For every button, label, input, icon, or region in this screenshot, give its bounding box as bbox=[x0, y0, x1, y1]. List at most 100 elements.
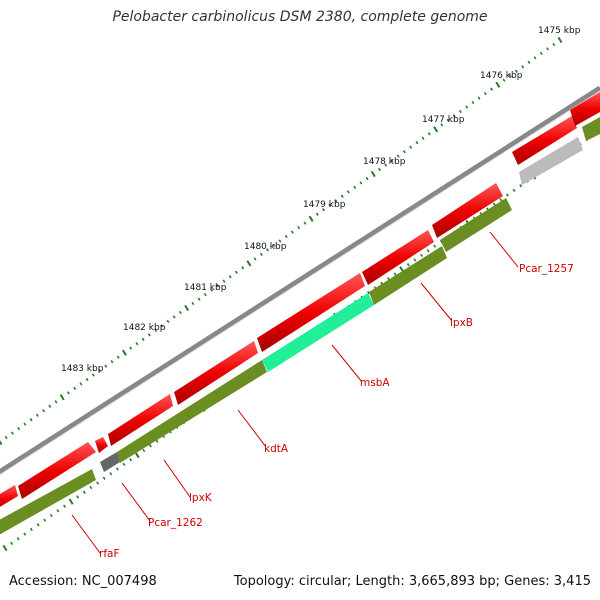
tick-label: 1481 kbp bbox=[184, 283, 227, 293]
gene-green-1[interactable] bbox=[0, 469, 96, 540]
gene-green-4[interactable] bbox=[440, 198, 512, 252]
tick-mark bbox=[160, 324, 164, 328]
tick-label: 1476 kbp bbox=[480, 71, 523, 81]
tick-label: 1482 kbp bbox=[123, 323, 166, 333]
gene-green-2[interactable] bbox=[117, 360, 267, 463]
tick-mark bbox=[359, 181, 363, 185]
tick-mark bbox=[16, 537, 20, 541]
gene-red-7[interactable] bbox=[362, 230, 434, 285]
gene-label[interactable]: Pcar_1262 bbox=[148, 517, 203, 529]
tick-mark bbox=[490, 87, 494, 91]
tick-mark bbox=[10, 541, 14, 546]
tick-mark bbox=[421, 136, 425, 140]
tick-mark bbox=[495, 81, 501, 88]
tick-mark bbox=[533, 56, 537, 60]
tick-label: 1477 kbp bbox=[422, 115, 465, 125]
tick-mark bbox=[73, 386, 77, 391]
outer-tick-dots bbox=[0, 36, 563, 446]
tick-mark bbox=[308, 215, 314, 222]
gene-label[interactable]: Pcar_1257 bbox=[519, 263, 574, 275]
tick-mark bbox=[386, 276, 390, 281]
gene-red-6[interactable] bbox=[257, 273, 365, 352]
tick-label: 1479 kbp bbox=[303, 200, 346, 210]
tick-label: 1478 kbp bbox=[363, 157, 406, 167]
gene-gray-1[interactable] bbox=[519, 137, 583, 185]
tick-mark bbox=[303, 221, 307, 225]
tick-mark bbox=[420, 253, 423, 258]
gene-label[interactable]: kdtA bbox=[264, 443, 289, 455]
tick-mark bbox=[290, 230, 294, 234]
tick-mark bbox=[48, 404, 52, 408]
tick-mark bbox=[96, 481, 100, 485]
forward-strand bbox=[0, 92, 600, 513]
tick-mark bbox=[272, 243, 276, 248]
tick-mark bbox=[328, 203, 332, 207]
tick-mark bbox=[109, 472, 113, 476]
tick-mark bbox=[502, 78, 506, 82]
tick-mark bbox=[477, 96, 481, 100]
tick-mark bbox=[409, 145, 413, 149]
tick-mark bbox=[413, 258, 417, 262]
tick-mark bbox=[82, 490, 86, 494]
tick-mark bbox=[63, 504, 66, 508]
gene-red-5[interactable] bbox=[174, 341, 258, 405]
tick-mark bbox=[378, 167, 382, 172]
tick-mark bbox=[367, 290, 371, 295]
gene-red-1[interactable] bbox=[0, 485, 18, 513]
gene-gray-small[interactable] bbox=[100, 452, 120, 472]
gene-label[interactable]: lpxB bbox=[450, 317, 473, 329]
tick-mark bbox=[452, 114, 456, 118]
tick-mark bbox=[465, 105, 469, 109]
tick-mark bbox=[440, 123, 444, 127]
tick-mark bbox=[365, 176, 369, 181]
gene-red-4[interactable] bbox=[108, 394, 173, 446]
tick-mark bbox=[29, 527, 33, 532]
gene-label[interactable]: msbA bbox=[360, 377, 390, 389]
genome-backbone bbox=[0, 85, 600, 475]
tick-mark bbox=[427, 132, 431, 136]
tick-mark bbox=[433, 126, 439, 133]
tick-mark bbox=[426, 249, 430, 253]
gene-red-8[interactable] bbox=[432, 183, 503, 238]
tick-mark bbox=[514, 69, 518, 73]
tick-mark bbox=[519, 184, 523, 188]
gene-label[interactable]: rfaF bbox=[99, 548, 120, 560]
tick-mark bbox=[10, 431, 14, 435]
gene-red-2[interactable] bbox=[18, 442, 96, 499]
tick-mark bbox=[91, 373, 95, 377]
gene-highlight-msbA[interactable] bbox=[262, 293, 374, 372]
gene-red-3[interactable] bbox=[95, 437, 108, 453]
tick-mark bbox=[370, 170, 376, 178]
tick-mark bbox=[43, 518, 47, 522]
tick-mark bbox=[54, 400, 58, 404]
tick-mark bbox=[141, 337, 145, 341]
tick-mark bbox=[23, 422, 27, 426]
gene-green-3[interactable] bbox=[369, 246, 447, 305]
tick-mark bbox=[384, 163, 388, 167]
gene-red-10[interactable] bbox=[570, 92, 600, 126]
tick-mark bbox=[234, 270, 238, 274]
tick-mark bbox=[415, 141, 419, 145]
tick-mark bbox=[4, 435, 8, 440]
gene-green-5[interactable] bbox=[582, 117, 600, 141]
tick-mark bbox=[297, 225, 301, 230]
gene-label[interactable]: lpxK bbox=[189, 492, 213, 504]
genome-backbone-inner bbox=[0, 90, 600, 476]
tick-mark bbox=[406, 263, 410, 267]
tick-mark bbox=[396, 154, 400, 158]
gene-labels: Pcar_1257 lpxB msbA kdtA lpxK Pcar_1262 … bbox=[99, 263, 574, 560]
tick-mark bbox=[492, 202, 496, 206]
tick-mark bbox=[246, 260, 252, 267]
tick-mark bbox=[66, 391, 70, 395]
tick-mark bbox=[505, 193, 509, 197]
gene-red-9[interactable] bbox=[512, 116, 577, 165]
tick-mark bbox=[2, 544, 8, 552]
tick-mark bbox=[315, 212, 319, 216]
tick-mark bbox=[42, 409, 46, 413]
tick-mark bbox=[98, 368, 102, 373]
tick-label: 1480 kbp bbox=[244, 242, 287, 252]
tick-mark bbox=[191, 301, 195, 306]
tick-mark bbox=[266, 248, 270, 252]
tick-mark bbox=[135, 342, 139, 346]
